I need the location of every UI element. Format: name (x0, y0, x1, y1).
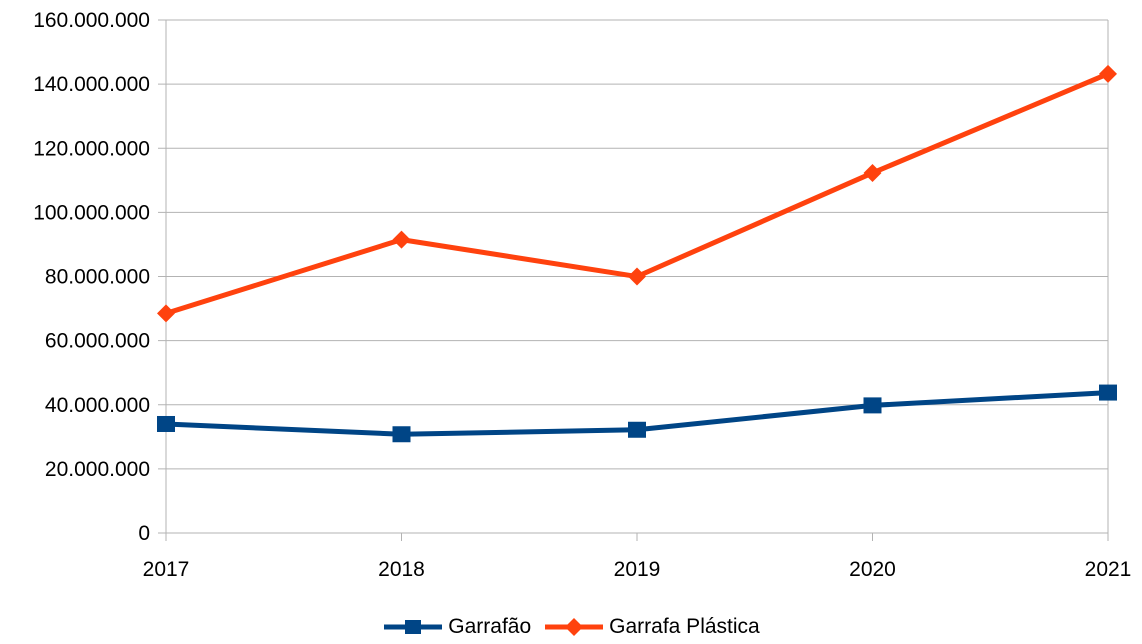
axes (158, 19, 1109, 541)
x-tick-labels: 2017 2018 2019 2020 2021 (143, 558, 1132, 581)
x-tick-label: 2019 (614, 558, 661, 581)
y-tick-label: 40.000.000 (45, 394, 150, 417)
x-tick-label: 2020 (849, 558, 896, 581)
y-tick-label: 100.000.000 (33, 201, 150, 224)
series-1 (157, 64, 1117, 323)
line-chart: 0 20.000.000 40.000.000 60.000.000 80.000.00… (33, 9, 1132, 581)
data-point[interactable] (863, 163, 882, 182)
data-point[interactable] (863, 397, 882, 414)
data-point[interactable] (628, 267, 646, 286)
legend-item-garrafao[interactable]: Garrafão (382, 615, 531, 639)
data-point[interactable] (157, 415, 175, 432)
diamond-marker-icon (545, 618, 604, 636)
data-point[interactable] (1099, 384, 1117, 401)
y-tick-label: 120.000.000 (33, 137, 150, 160)
y-tick-label: 160.000.000 (33, 9, 150, 32)
x-tick-label: 2018 (378, 558, 425, 581)
square-marker-icon (384, 620, 443, 634)
data-point[interactable] (628, 421, 646, 438)
legend-item-garrafa-plastica[interactable]: Garrafa Plástica (543, 615, 760, 639)
y-tick-labels: 0 20.000.000 40.000.000 60.000.000 80.000.00… (33, 9, 150, 545)
x-tick-label: 2021 (1085, 558, 1132, 581)
y-tick-label: 80.000.000 (45, 266, 150, 289)
legend-label-garrafao: Garrafão (448, 615, 532, 638)
data-point[interactable] (392, 426, 411, 443)
legend-label-garrafa-plastica: Garrafa Plástica (609, 615, 760, 638)
y-tick-label: 20.000.000 (45, 458, 150, 481)
data-point[interactable] (1099, 64, 1117, 83)
x-tick-label: 2017 (143, 558, 190, 581)
legend: Garrafão Garrafa Plástica (0, 612, 1142, 642)
series-lines (157, 64, 1117, 443)
data-point[interactable] (392, 230, 411, 249)
y-tick-label: 0 (138, 522, 150, 545)
y-tick-label: 140.000.000 (33, 73, 150, 96)
y-tick-label: 60.000.000 (45, 330, 150, 353)
series-0 (157, 384, 1117, 443)
data-point[interactable] (157, 304, 175, 323)
grid-lines (166, 19, 1108, 470)
